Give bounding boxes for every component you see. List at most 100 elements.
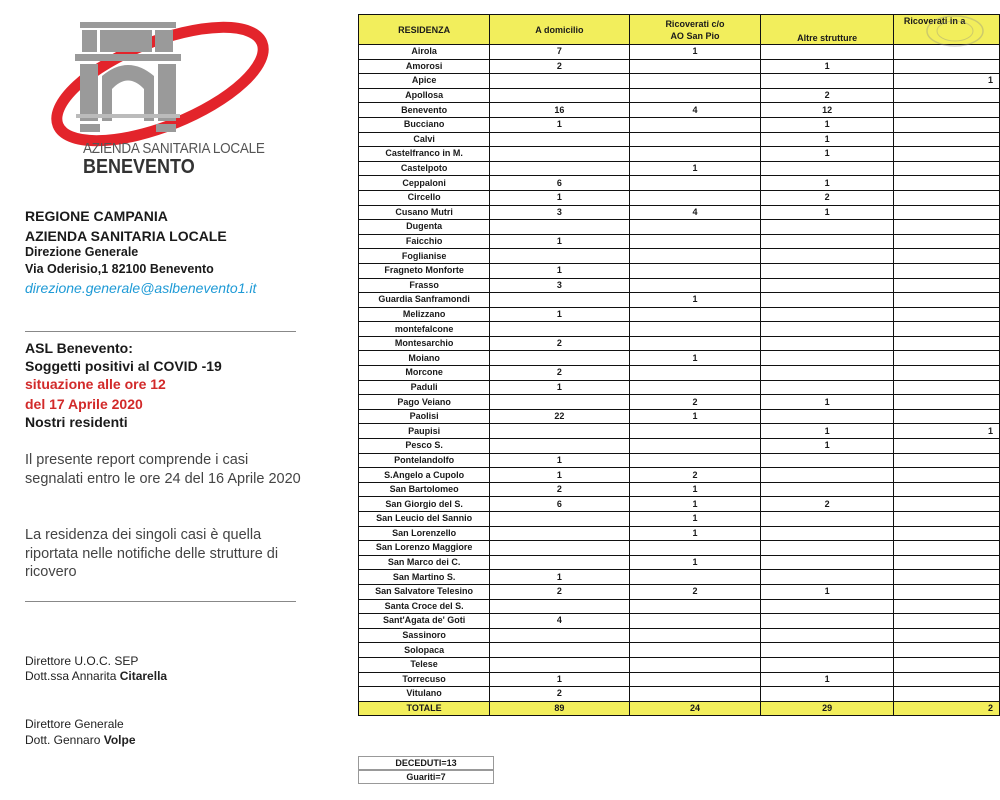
cell-residenza: Paolisi [357, 408, 491, 425]
cell-residenza: Paduli [357, 379, 491, 396]
cell-domicilio: 7 [489, 44, 630, 60]
cell-ricoverati-altro [892, 408, 1000, 425]
table-row: Calvi 1 [357, 131, 1000, 148]
table-row: Solopaca [357, 642, 1000, 658]
cell-san-pio [628, 146, 762, 162]
cell-altre-strutture [760, 277, 894, 294]
cell-san-pio: 4 [628, 204, 762, 221]
cell-altre-strutture [760, 467, 894, 483]
cell-residenza: Morcone [357, 365, 491, 381]
cell-domicilio: 1 [489, 189, 630, 206]
email-link[interactable]: direzione.generale@aslbenevento1.it [25, 280, 257, 296]
cell-altre-strutture [760, 306, 894, 323]
table-row: Foglianise [357, 248, 1000, 264]
cell-ricoverati-altro [892, 116, 1000, 133]
cell-ricoverati-altro [892, 365, 1000, 381]
cell-domicilio: 1 [489, 379, 630, 396]
cell-altre-strutture [760, 627, 894, 644]
cell-residenza: Torrecuso [357, 671, 491, 688]
total-cell-domicilio: 89 [489, 700, 630, 717]
cell-ricoverati-altro [892, 321, 1000, 337]
cell-domicilio: 1 [489, 452, 630, 469]
cell-ricoverati-altro [892, 394, 1000, 410]
table-row: San Lorenzo Maggiore [357, 540, 1000, 556]
cell-san-pio [628, 321, 762, 337]
cell-san-pio: 4 [628, 102, 762, 118]
cell-ricoverati-altro [892, 306, 1000, 323]
cell-ricoverati-altro [892, 525, 1000, 542]
cell-san-pio [628, 379, 762, 396]
cell-domicilio: 1 [489, 569, 630, 585]
header-altre-strutture: Altre strutture [760, 14, 894, 45]
cell-ricoverati-altro [892, 204, 1000, 221]
cell-ricoverati-altro [892, 496, 1000, 512]
cell-ricoverati-altro [892, 452, 1000, 469]
cell-altre-strutture: 1 [760, 671, 894, 688]
cell-ricoverati-altro [892, 292, 1000, 308]
signature-first-name: Dott. Gennaro [25, 733, 104, 747]
total-cell-ricoverati-altro: 2 [892, 700, 1000, 717]
arch-icon [75, 22, 181, 132]
header-domicilio: A domicilio [489, 14, 630, 45]
cell-domicilio: 2 [489, 481, 630, 498]
cell-residenza: Guardia Sanframondi [357, 292, 491, 308]
cell-residenza: Castelfranco in M. [357, 146, 491, 162]
cell-san-pio [628, 642, 762, 658]
cell-residenza: Foglianise [357, 248, 491, 264]
cell-residenza: San Bartolomeo [357, 481, 491, 498]
cell-san-pio [628, 131, 762, 148]
cell-altre-strutture [760, 511, 894, 527]
cell-altre-strutture: 1 [760, 204, 894, 221]
report-title: ASL Benevento: [25, 340, 133, 356]
cell-residenza: Pesco S. [357, 438, 491, 454]
cell-ricoverati-altro [892, 146, 1000, 162]
signature-name: Dott. Gennaro Volpe [25, 733, 136, 747]
cell-residenza: Apollosa [357, 87, 491, 104]
cell-san-pio [628, 671, 762, 688]
cell-altre-strutture: 2 [760, 496, 894, 512]
cell-domicilio [489, 219, 630, 235]
cell-domicilio: 2 [489, 686, 630, 702]
logo-text-city: BENEVENTO [83, 156, 195, 178]
report-note-residence: La residenza dei singoli casi è quella r… [25, 527, 279, 580]
table-row: Airola 7 1 [357, 44, 1000, 60]
cell-san-pio: 1 [628, 481, 762, 498]
cell-altre-strutture [760, 569, 894, 585]
cell-domicilio: 4 [489, 613, 630, 629]
cell-san-pio [628, 627, 762, 644]
cell-domicilio [489, 554, 630, 571]
report-scope: Nostri residenti [25, 414, 128, 430]
cell-san-pio: 1 [628, 511, 762, 527]
cell-san-pio [628, 87, 762, 104]
cell-ricoverati-altro [892, 379, 1000, 396]
cell-san-pio [628, 306, 762, 323]
cell-altre-strutture [760, 365, 894, 381]
cell-san-pio [628, 58, 762, 75]
total-cell-san-pio: 24 [628, 700, 762, 717]
cell-ricoverati-altro [892, 175, 1000, 191]
cell-altre-strutture [760, 233, 894, 250]
cell-san-pio [628, 233, 762, 250]
cell-domicilio: 1 [489, 306, 630, 323]
cell-residenza: San Giorgio del S. [357, 496, 491, 512]
table-row: Castelpoto 1 [357, 160, 1000, 177]
table-row: San Salvatore Telesino 2 2 1 [357, 583, 1000, 600]
cell-residenza: Calvi [357, 131, 491, 148]
cell-san-pio [628, 335, 762, 352]
cell-residenza: Moiano [357, 350, 491, 367]
table-row: Montesarchio 2 [357, 335, 1000, 352]
total-row: TOTALE 89 24 29 2 [357, 700, 1000, 717]
report-subject: Soggetti positivi al COVID -19 [25, 358, 222, 374]
cell-altre-strutture [760, 321, 894, 337]
cell-residenza: Santa Croce del S. [357, 598, 491, 615]
total-cell-residenza: TOTALE [357, 700, 491, 717]
residence-table: RESIDENZA A domicilio Ricoverati c/o AO … [357, 14, 1000, 717]
table-row: Guardia Sanframondi 1 [357, 292, 1000, 308]
cell-ricoverati-altro [892, 627, 1000, 644]
table-row: Santa Croce del S. [357, 598, 1000, 615]
cell-residenza: montefalcone [357, 321, 491, 337]
total-cell-altre-strutture: 29 [760, 700, 894, 717]
office-name: Direzione Generale [25, 245, 139, 259]
logo-text-agency: AZIENDA SANITARIA LOCALE [83, 140, 265, 157]
cell-domicilio: 1 [489, 671, 630, 688]
